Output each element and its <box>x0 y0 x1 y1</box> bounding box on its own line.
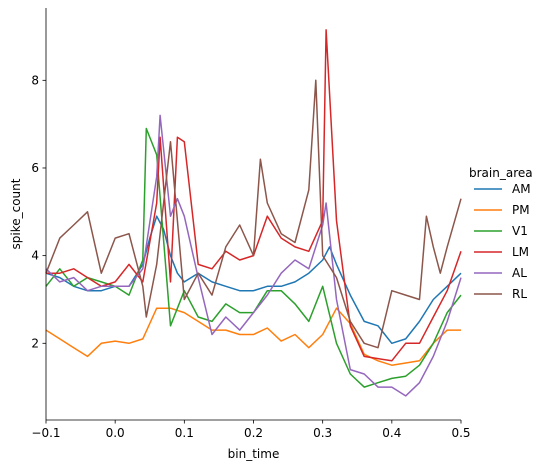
y-ticks: 2 4 6 8 <box>31 73 46 350</box>
series-line-lm <box>46 29 462 362</box>
series-line-am <box>45 215 462 345</box>
x-tick-label: 0.0 <box>106 426 125 440</box>
legend-title: brain_area <box>469 166 533 180</box>
x-ticks: −0.1 0.0 0.1 0.2 0.3 0.4 0.5 <box>31 420 471 440</box>
x-tick-label: 0.4 <box>382 426 401 440</box>
plot-area: −0.1 0.0 0.1 0.2 0.3 0.4 0.5 2 4 6 8 <box>31 8 471 440</box>
y-tick-label: 8 <box>31 73 39 87</box>
x-tick-label: −0.1 <box>31 426 60 440</box>
legend-label: LM <box>512 245 529 259</box>
x-tick-label: 0.2 <box>244 426 263 440</box>
legend-label: AM <box>512 182 531 196</box>
series-line-rl <box>45 79 462 349</box>
legend: brain_area AM PM V1 LM AL RL <box>469 166 533 301</box>
x-axis-label: bin_time <box>228 447 280 461</box>
x-tick-label: 0.5 <box>451 426 470 440</box>
legend-label: V1 <box>512 224 528 238</box>
series-line-al <box>45 114 462 397</box>
legend-items: AM PM V1 LM AL RL <box>474 182 531 301</box>
y-tick-label: 2 <box>31 336 39 350</box>
legend-label: PM <box>512 203 530 217</box>
y-tick-label: 6 <box>31 161 39 175</box>
series-line-pm <box>45 307 461 366</box>
legend-label: RL <box>512 287 527 301</box>
legend-label: AL <box>512 266 527 280</box>
y-axis-label: spike_count <box>9 178 23 249</box>
y-tick-label: 4 <box>31 249 39 263</box>
series-line-v1 <box>45 127 462 388</box>
series-layer <box>45 29 462 397</box>
x-tick-label: 0.3 <box>313 426 332 440</box>
x-tick-label: 0.1 <box>175 426 194 440</box>
